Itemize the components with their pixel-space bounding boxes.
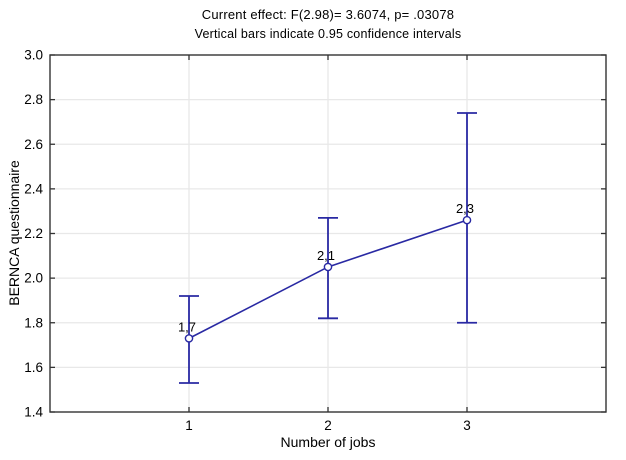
- y-tick-label: 1.8: [24, 315, 43, 330]
- y-tick-label: 2.6: [24, 137, 43, 152]
- y-tick-label: 2.2: [24, 226, 43, 241]
- data-point-marker: [184, 334, 194, 343]
- y-tick-label: 2.8: [24, 92, 43, 107]
- y-tick-label: 1.4: [24, 405, 43, 420]
- data-point-label: 1,7: [178, 319, 196, 334]
- y-tick-label: 1.6: [24, 360, 43, 375]
- data-point-label: 2,1: [317, 248, 335, 263]
- data-point-marker: [462, 215, 472, 225]
- y-tick-label: 3.0: [24, 48, 43, 63]
- x-tick-label: 1: [185, 418, 193, 433]
- x-axis-title: Number of jobs: [280, 434, 376, 450]
- x-tick-label: 3: [463, 418, 471, 433]
- x-tick-label: 2: [324, 418, 332, 433]
- data-point-label: 2,3: [456, 201, 474, 216]
- y-tick-label: 2.0: [24, 271, 43, 286]
- chart-subtitle: Vertical bars indicate 0.95 confidence i…: [194, 27, 462, 41]
- data-point-marker: [323, 262, 333, 272]
- chart-title: Current effect: F(2.98)= 3.6074, p= .030…: [201, 7, 455, 22]
- y-tick-label: 2.4: [24, 181, 43, 196]
